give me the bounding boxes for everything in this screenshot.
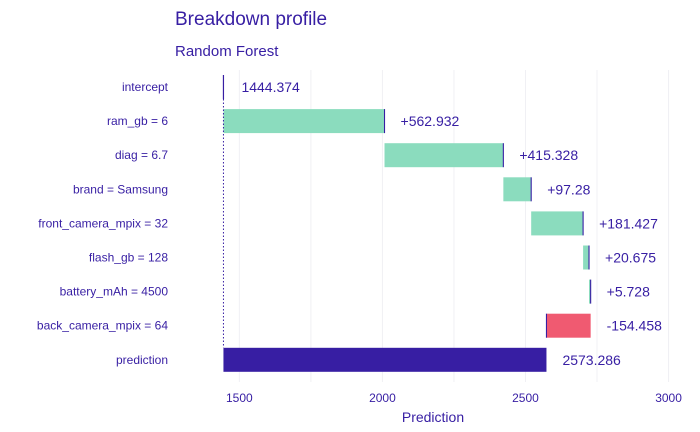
- bar: [531, 211, 584, 236]
- value-label: 2573.286: [562, 352, 621, 368]
- y-label: diag = 6.7: [115, 148, 168, 162]
- value-label: +415.328: [519, 147, 578, 163]
- bars-layer: 1444.374 +562.932 +415.328 +97.28 +181.427 +2…: [222, 75, 662, 372]
- x-axis-ticks: 1500 2000 2500 3000: [226, 391, 682, 405]
- value-label: +562.932: [401, 113, 460, 129]
- chart-subtitle: Random Forest: [175, 43, 279, 60]
- x-tick-label: 1500: [226, 391, 253, 405]
- bar: [503, 177, 532, 202]
- y-label: front_camera_mpix = 32: [38, 216, 168, 230]
- value-label: -154.458: [607, 318, 662, 334]
- value-label: +5.728: [607, 284, 650, 300]
- value-label: +181.427: [599, 215, 658, 231]
- bar: [589, 279, 591, 304]
- bar: [223, 347, 547, 372]
- x-tick-label: 2500: [512, 391, 539, 405]
- y-label: intercept: [122, 80, 169, 94]
- value-label: +20.675: [605, 250, 656, 266]
- x-tick-label: 2000: [369, 391, 396, 405]
- y-axis-labels: intercept ram_gb = 6 diag = 6.7 brand = Sam…: [37, 80, 169, 367]
- chart-title: Breakdown profile: [175, 9, 327, 30]
- y-label: ram_gb = 6: [107, 114, 168, 128]
- y-label: brand = Samsung: [73, 182, 168, 196]
- y-label: prediction: [116, 353, 168, 367]
- bar: [384, 143, 504, 168]
- x-axis-label: Prediction: [402, 409, 464, 425]
- bar: [223, 109, 385, 134]
- y-label: back_camera_mpix = 64: [37, 319, 168, 333]
- bar: [583, 245, 590, 270]
- x-tick-label: 3000: [655, 391, 682, 405]
- y-label: battery_mAh = 4500: [60, 285, 169, 299]
- bar: [546, 313, 591, 338]
- value-label: +97.28: [547, 181, 590, 197]
- y-label: flash_gb = 128: [89, 251, 168, 265]
- value-label: 1444.374: [241, 79, 300, 95]
